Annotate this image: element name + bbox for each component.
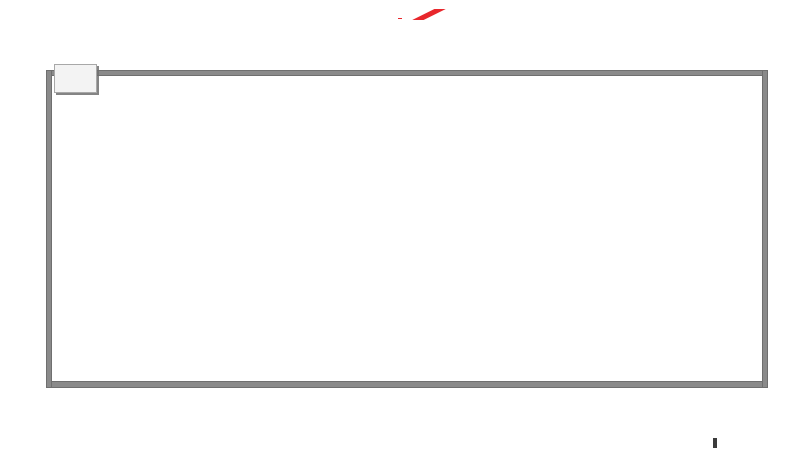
- run-color-marker-icon: [3, 423, 10, 430]
- legend-swatch-icon: [81, 70, 87, 76]
- legend-row-top: [59, 67, 91, 78]
- legend-swatch-icon: [81, 81, 87, 87]
- watermark-part-2: [713, 438, 717, 448]
- plot-container: [8, 58, 792, 448]
- plot-area: [52, 76, 762, 381]
- run-file-row[interactable]: [0, 432, 800, 444]
- run-color-marker-icon: [3, 435, 10, 442]
- chart-header: [0, 0, 800, 58]
- brand-tagline: [398, 18, 402, 19]
- plot-frame-right: [762, 70, 768, 388]
- legend-row-bottom: [59, 78, 91, 89]
- run-file-footer: [0, 420, 800, 444]
- legend-swatch-icon: [59, 81, 65, 87]
- legend-item-max-torque-run2[interactable]: [81, 81, 91, 87]
- plot-frame-left: [46, 70, 52, 388]
- logo-swoosh-icon: [412, 9, 446, 20]
- legend-item-max-torque-run1[interactable]: [81, 70, 91, 76]
- plot-frame-bottom: [46, 381, 768, 388]
- run-file-row[interactable]: [0, 420, 800, 432]
- dynojet-watermark: [713, 438, 771, 449]
- brand-logo: [0, 4, 800, 22]
- legend-swatch-icon: [59, 70, 65, 76]
- chart-canvas: [52, 76, 762, 381]
- chart-legend[interactable]: [54, 64, 97, 93]
- legend-item-max-power-run1[interactable]: [59, 70, 69, 76]
- legend-item-max-power-run2[interactable]: [59, 81, 69, 87]
